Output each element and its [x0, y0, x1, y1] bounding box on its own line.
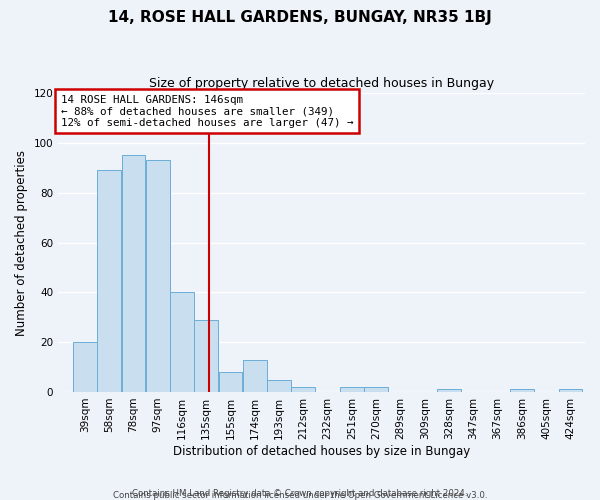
Text: Contains public sector information licensed under the Open Government Licence v3: Contains public sector information licen…	[113, 491, 487, 500]
Bar	[122, 156, 145, 392]
Text: Contains HM Land Registry data © Crown copyright and database right 2024.: Contains HM Land Registry data © Crown c…	[132, 488, 468, 498]
Bar	[340, 387, 364, 392]
Title: Size of property relative to detached houses in Bungay: Size of property relative to detached ho…	[149, 78, 494, 90]
Bar	[194, 320, 218, 392]
Text: 14, ROSE HALL GARDENS, BUNGAY, NR35 1BJ: 14, ROSE HALL GARDENS, BUNGAY, NR35 1BJ	[108, 10, 492, 25]
Y-axis label: Number of detached properties: Number of detached properties	[15, 150, 28, 336]
Bar	[218, 372, 242, 392]
Bar	[559, 390, 583, 392]
Bar	[73, 342, 97, 392]
Bar	[292, 387, 315, 392]
Bar	[364, 387, 388, 392]
Bar	[170, 292, 194, 392]
Bar	[243, 360, 267, 392]
Bar	[510, 390, 534, 392]
Text: 14 ROSE HALL GARDENS: 146sqm
← 88% of detached houses are smaller (349)
12% of s: 14 ROSE HALL GARDENS: 146sqm ← 88% of de…	[61, 94, 353, 128]
Bar	[97, 170, 121, 392]
Bar	[146, 160, 170, 392]
X-axis label: Distribution of detached houses by size in Bungay: Distribution of detached houses by size …	[173, 444, 470, 458]
Bar	[267, 380, 291, 392]
Bar	[437, 390, 461, 392]
